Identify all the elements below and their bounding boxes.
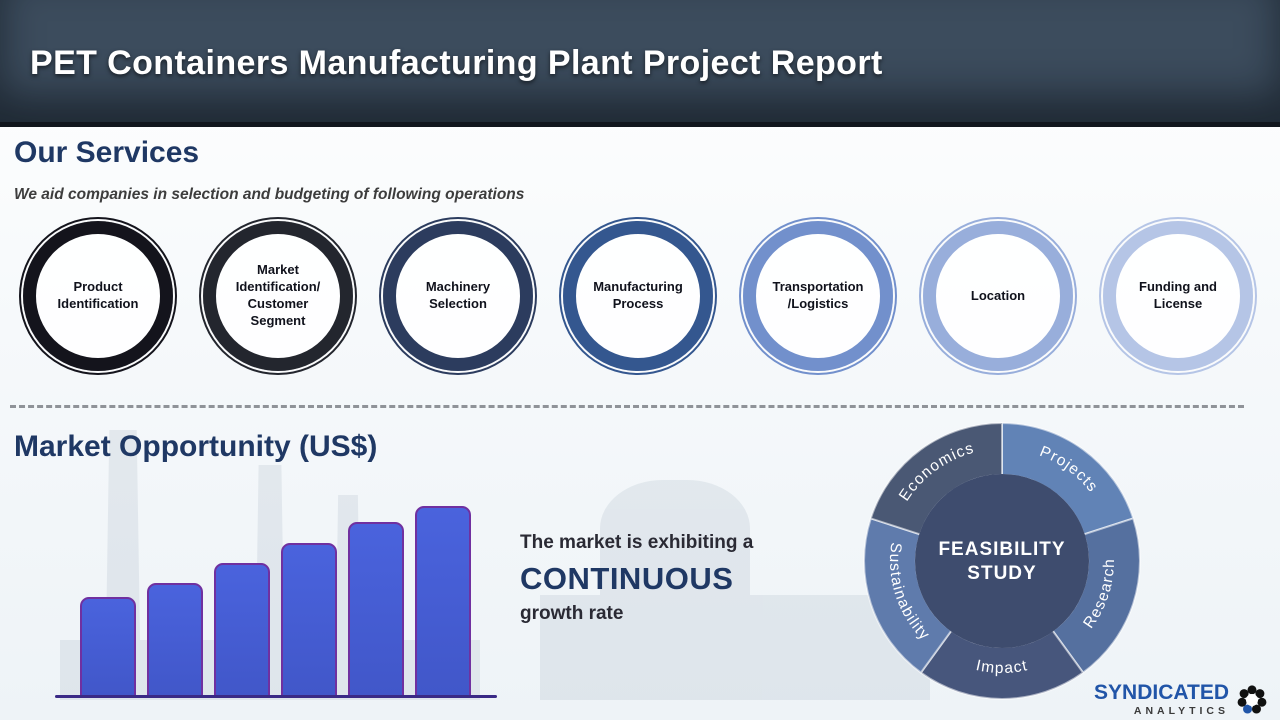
service-circle-transportation-logistics: Transportation /Logistics: [743, 221, 893, 371]
header-banner: PET Containers Manufacturing Plant Proje…: [0, 0, 1280, 122]
service-label: Market Identification/ Customer Segment: [235, 262, 321, 328]
feasibility-center-disc: [915, 474, 1089, 648]
feasibility-center-line-2: STUDY: [967, 563, 1036, 584]
bar: [415, 506, 471, 697]
feasibility-donut: FEASIBILITY STUDY Projects Research Impa…: [863, 421, 1141, 700]
donut-label-impact: Impact: [974, 657, 1029, 677]
service-label: Funding and License: [1139, 279, 1217, 311]
feasibility-center-line-1: FEASIBILITY: [938, 539, 1065, 560]
caption-line-3: growth rate: [520, 603, 624, 624]
caption-line-1: The market is exhibiting a: [520, 532, 754, 553]
brand-logo-icon: [1237, 684, 1267, 714]
service-circle-funding-license: Funding and License: [1103, 221, 1253, 371]
service-label: Transportation /Logistics: [772, 279, 864, 311]
service-label: Manufacturing Process: [593, 279, 683, 311]
service-label: Location: [970, 287, 1026, 303]
bar-chart: [80, 502, 471, 697]
brand-name: SYNDICATED: [1094, 681, 1229, 704]
bar: [147, 583, 203, 697]
caption-line-2: CONTINUOUS: [520, 561, 734, 596]
services-row: Product Identification Market Identifica…: [23, 221, 1253, 371]
service-circle-product-identification: Product Identification: [23, 221, 173, 371]
brand-wordmark: SYNDICATED ANALYTICS: [1094, 682, 1229, 717]
service-circle-market-identification: Market Identification/ Customer Segment: [203, 221, 353, 371]
brand-subname: ANALYTICS: [1133, 705, 1229, 717]
header-bottom-strip: [0, 122, 1280, 127]
bar: [281, 543, 337, 697]
services-heading: Our Services: [14, 136, 200, 169]
page-title: PET Containers Manufacturing Plant Proje…: [30, 44, 883, 82]
bar-chart-baseline: [55, 695, 497, 698]
service-label: Machinery Selection: [425, 279, 491, 311]
service-circle-location: Location: [923, 221, 1073, 371]
service-label: Product Identification: [57, 279, 139, 311]
market-heading: Market Opportunity (US$): [14, 430, 378, 463]
bar: [348, 522, 404, 697]
bar: [214, 563, 270, 697]
services-subtitle: We aid companies in selection and budget…: [14, 186, 525, 203]
service-circle-machinery-selection: Machinery Selection: [383, 221, 533, 371]
dashed-divider: [10, 405, 1244, 408]
brand-footer: SYNDICATED ANALYTICS: [1094, 682, 1268, 717]
service-circle-manufacturing-process: Manufacturing Process: [563, 221, 713, 371]
market-caption: The market is exhibiting a CONTINUOUS gr…: [520, 532, 753, 625]
bar: [80, 597, 136, 697]
